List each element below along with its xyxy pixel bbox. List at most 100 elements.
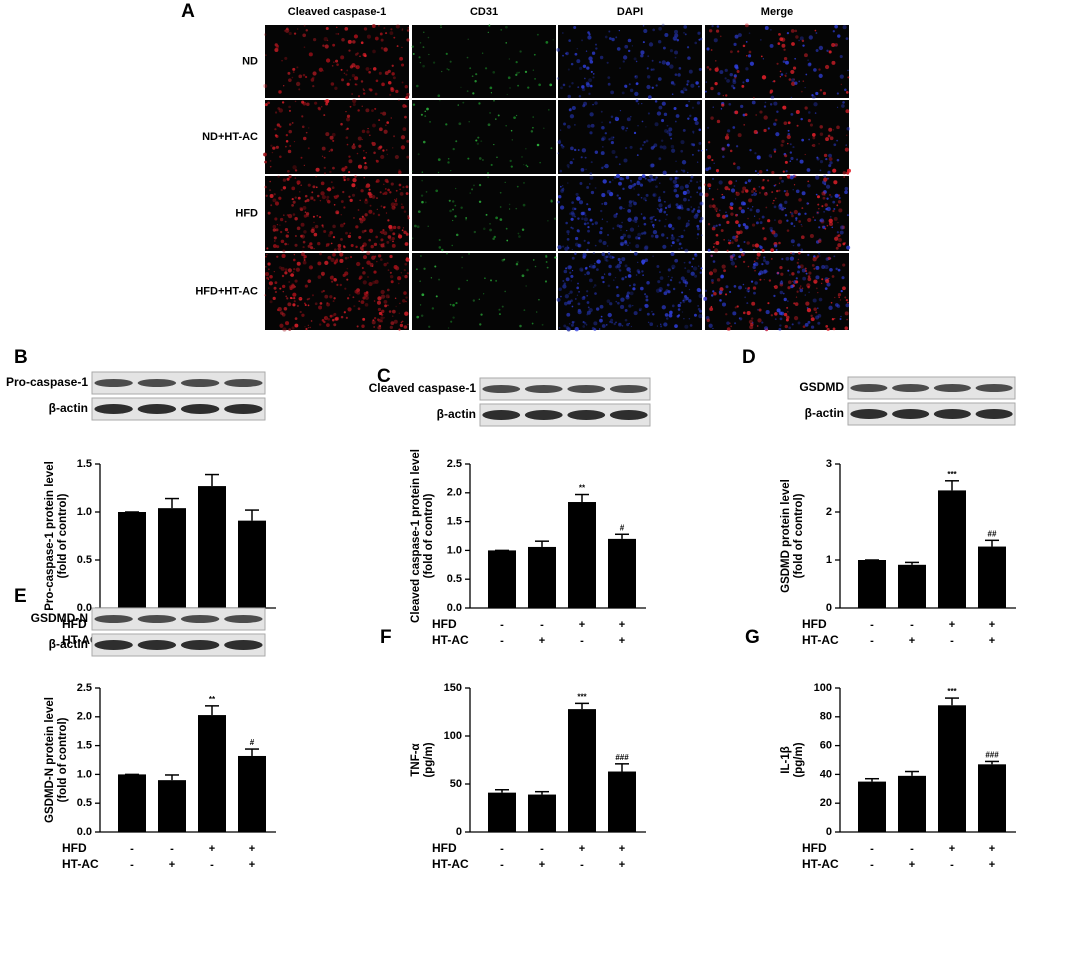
micrograph-dot — [523, 309, 526, 312]
micrograph-dot — [628, 304, 632, 308]
micrograph-dot — [397, 276, 402, 281]
micrograph-dot — [726, 133, 729, 137]
blot-band — [567, 410, 606, 420]
micrograph-dot — [732, 311, 737, 316]
micrograph-dot — [385, 294, 390, 299]
micrograph-dot — [429, 120, 431, 123]
micrograph-dot — [664, 206, 668, 210]
micrograph-dot — [580, 167, 585, 172]
blot-band — [224, 379, 263, 387]
micrograph-dot — [503, 258, 506, 261]
micrograph-dot — [365, 152, 367, 154]
group-sign: + — [619, 635, 625, 647]
micrograph-dot — [283, 30, 286, 32]
micrograph-dot — [710, 86, 714, 91]
micrograph-dot — [785, 170, 788, 173]
micrograph-dot — [619, 110, 622, 112]
micrograph-dot — [826, 197, 829, 200]
group-name: HFD — [432, 841, 457, 855]
micrograph-dot — [568, 322, 571, 325]
micrograph-dot — [389, 325, 393, 329]
micrograph-dot — [434, 265, 437, 268]
micrograph-dot — [380, 316, 384, 320]
micrograph-dot — [435, 295, 438, 298]
micrograph-dot — [676, 238, 680, 242]
micrograph-dot — [525, 147, 527, 150]
micrograph-dot — [319, 252, 322, 256]
micrograph-dot — [698, 141, 702, 145]
micrograph-dot — [376, 179, 380, 183]
micrograph-dot — [341, 167, 346, 172]
micrograph-dot — [695, 81, 699, 85]
micrograph-dot — [300, 184, 302, 186]
micrograph-dot — [567, 246, 570, 249]
micrograph-dot — [651, 59, 654, 62]
micrograph-dot — [614, 277, 617, 279]
micrograph-dot — [815, 193, 818, 196]
micrograph-dot — [571, 82, 574, 85]
micrograph-dot — [559, 169, 563, 173]
micrograph-dot — [845, 90, 849, 94]
bar — [158, 780, 186, 832]
micrograph-dot — [572, 322, 574, 324]
micrograph — [703, 174, 851, 253]
micrograph-dot — [669, 177, 673, 181]
micrograph-dot — [774, 197, 777, 200]
micrograph-dot — [782, 60, 786, 63]
micrograph-dot — [550, 200, 553, 203]
micrograph-dot — [738, 206, 742, 210]
micrograph-dot — [820, 282, 823, 285]
group-name: HT-AC — [802, 633, 839, 647]
micrograph-dot — [792, 66, 797, 70]
micrograph-dot — [698, 293, 703, 299]
micrograph-dot — [488, 25, 491, 28]
micrograph-bg — [558, 100, 702, 174]
micrograph-dot — [632, 304, 634, 307]
micrograph-dot — [647, 95, 652, 100]
micrograph-dot — [356, 152, 359, 155]
micrograph-dot — [779, 324, 782, 327]
micrograph-dot — [754, 243, 760, 248]
micrograph-dot — [446, 252, 448, 255]
micrograph-dot — [393, 319, 398, 324]
micrograph-dot — [747, 54, 752, 58]
micrograph-dot — [659, 182, 661, 184]
micrograph-dot — [745, 40, 748, 43]
micrograph-dot — [763, 237, 767, 241]
micrograph-dot — [606, 299, 611, 303]
micrograph-dot — [349, 65, 354, 69]
micrograph-dot — [269, 165, 272, 168]
micrograph-dot — [447, 161, 450, 164]
micrograph-dot — [845, 37, 849, 40]
micrograph-dot — [584, 214, 587, 217]
micrograph-dot — [360, 300, 365, 305]
micrograph-dot — [649, 163, 654, 168]
micrograph-dot — [652, 28, 656, 32]
micrograph-dot — [691, 106, 695, 109]
micrograph-dot — [376, 208, 378, 211]
micrograph-dot — [834, 236, 839, 241]
micrograph-dot — [312, 71, 317, 76]
micrograph-dot — [275, 228, 279, 232]
micrograph-dot — [588, 92, 591, 96]
micrograph-dot — [789, 151, 792, 154]
micrograph-dot — [725, 313, 728, 316]
micrograph-dot — [435, 189, 439, 193]
micrograph-dot — [773, 150, 777, 153]
micrograph-dot — [296, 180, 301, 185]
micrograph-dot — [791, 78, 795, 83]
micrograph-dot — [448, 199, 451, 202]
micrograph-dot — [686, 269, 691, 274]
micrograph-dot — [689, 114, 692, 118]
micrograph-dot — [761, 75, 767, 80]
micrograph-dot — [633, 188, 635, 190]
micrograph-dot — [557, 140, 562, 144]
micrograph-dot — [696, 237, 698, 239]
micrograph-dot — [382, 111, 387, 116]
micrograph-dot — [319, 199, 322, 202]
micrograph-dot — [774, 118, 778, 122]
blot-band — [975, 384, 1013, 392]
micrograph-dot — [677, 308, 681, 311]
micrograph-dot — [286, 297, 289, 300]
micrograph-dot — [697, 149, 700, 152]
